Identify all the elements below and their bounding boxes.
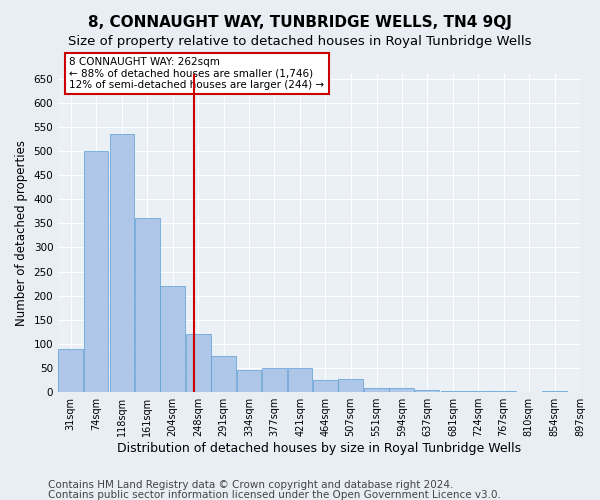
Bar xyxy=(236,370,262,392)
Bar xyxy=(262,368,287,392)
Bar xyxy=(313,380,338,392)
Text: 8 CONNAUGHT WAY: 262sqm
← 88% of detached houses are smaller (1,746)
12% of semi: 8 CONNAUGHT WAY: 262sqm ← 88% of detache… xyxy=(70,57,325,90)
Bar xyxy=(440,391,466,392)
Bar xyxy=(160,286,185,392)
Bar xyxy=(110,134,134,392)
Bar xyxy=(415,390,439,392)
Bar xyxy=(491,391,516,392)
Text: Size of property relative to detached houses in Royal Tunbridge Wells: Size of property relative to detached ho… xyxy=(68,35,532,48)
Bar xyxy=(58,349,83,392)
Bar xyxy=(542,391,567,392)
Bar xyxy=(338,378,363,392)
Bar xyxy=(288,368,313,392)
Bar xyxy=(364,388,389,392)
Text: Contains public sector information licensed under the Open Government Licence v3: Contains public sector information licen… xyxy=(48,490,501,500)
Y-axis label: Number of detached properties: Number of detached properties xyxy=(15,140,28,326)
Bar xyxy=(389,388,414,392)
Bar xyxy=(186,334,211,392)
X-axis label: Distribution of detached houses by size in Royal Tunbridge Wells: Distribution of detached houses by size … xyxy=(117,442,521,455)
Bar xyxy=(135,218,160,392)
Text: 8, CONNAUGHT WAY, TUNBRIDGE WELLS, TN4 9QJ: 8, CONNAUGHT WAY, TUNBRIDGE WELLS, TN4 9… xyxy=(88,15,512,30)
Text: Contains HM Land Registry data © Crown copyright and database right 2024.: Contains HM Land Registry data © Crown c… xyxy=(48,480,454,490)
Bar xyxy=(466,391,491,392)
Bar xyxy=(84,151,109,392)
Bar xyxy=(211,356,236,392)
